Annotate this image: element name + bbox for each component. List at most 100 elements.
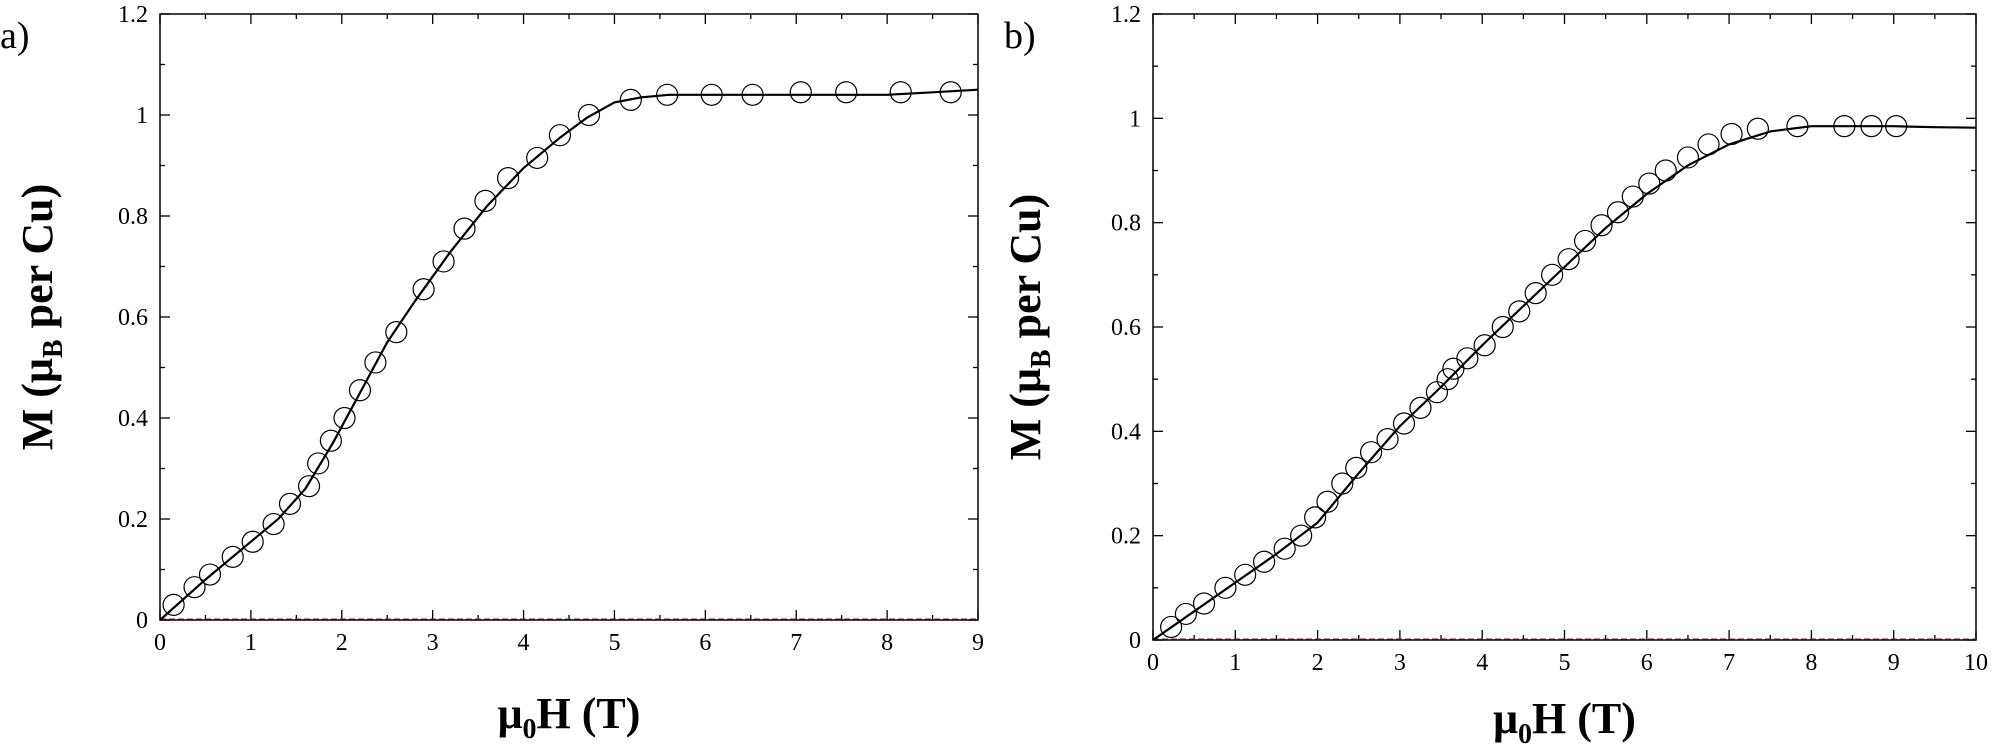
data-point — [526, 146, 549, 170]
data-point — [619, 88, 642, 111]
data-point — [1833, 115, 1856, 138]
data-point — [889, 81, 912, 104]
y-tick-label: 0.8 — [118, 204, 148, 230]
data-point — [577, 103, 601, 127]
data-point — [741, 83, 764, 106]
data-point — [1786, 115, 1809, 138]
data-point — [1345, 456, 1368, 479]
y-tick-label: 0.4 — [1111, 419, 1141, 445]
fit-curve — [159, 88, 979, 621]
data-point — [1409, 396, 1432, 419]
data-point — [1234, 563, 1257, 586]
panel-a: a) 0 1 2 3 4 5 6 7 8 9 0 0.2 0.4 0.6 0.8 1 1.2 μ0H (T) M (… — [0, 2, 984, 745]
x-tick-label: 3 — [1394, 650, 1406, 676]
x-tick-label: 5 — [1559, 650, 1571, 676]
data-point — [319, 429, 342, 452]
y-tick-label: 0 — [136, 608, 148, 634]
data-point — [474, 189, 497, 212]
data-point — [183, 576, 206, 599]
y-tick-label: 0.6 — [1111, 315, 1141, 341]
data-point — [432, 250, 455, 273]
data-point — [1473, 334, 1496, 357]
panel-a-label: a) — [0, 15, 30, 57]
data-point — [1638, 172, 1661, 195]
data-point — [1885, 115, 1908, 138]
y-tick-label: 0.6 — [118, 305, 148, 331]
data-point — [1508, 300, 1531, 323]
data-point — [1273, 537, 1296, 560]
data-point — [348, 379, 372, 402]
data-point — [1174, 602, 1198, 626]
y-tick-label: 1.2 — [118, 2, 148, 28]
data-point — [1331, 472, 1354, 495]
x-tick-label: 2 — [1312, 650, 1324, 676]
data-point — [1654, 159, 1677, 182]
data-point — [412, 278, 435, 301]
y-tick-label: 1 — [1129, 106, 1141, 132]
x-tick-label: 1 — [245, 630, 257, 656]
data-point — [221, 545, 244, 568]
data-point — [1491, 315, 1514, 339]
data-point — [198, 563, 222, 586]
data-point — [1524, 281, 1547, 305]
data-point — [385, 321, 408, 344]
data-point — [307, 452, 330, 475]
data-point — [939, 81, 962, 104]
y-axis-title: M (μB per Cu) — [1001, 194, 1057, 460]
x-tick-label: 1 — [1229, 650, 1241, 676]
data-point — [364, 351, 387, 374]
x-tick-label: 10 — [1964, 650, 1988, 676]
x-tick-label: 0 — [154, 630, 166, 656]
data-point — [1606, 201, 1630, 224]
data-point — [1557, 248, 1580, 271]
data-point — [278, 492, 302, 515]
data-point — [656, 83, 679, 106]
data-point — [297, 475, 321, 498]
x-axis-title: μ0H (T) — [498, 689, 641, 745]
y-tick-label: 0.2 — [118, 507, 148, 533]
data-point — [1290, 524, 1313, 547]
data-point — [700, 83, 723, 106]
data-point — [162, 593, 185, 616]
data-point — [1541, 263, 1564, 286]
x-tick-label: 7 — [1723, 650, 1735, 676]
x-tick-label: 5 — [608, 630, 620, 656]
data-point — [1697, 133, 1720, 156]
x-axis-title: μ0H (T) — [1493, 694, 1636, 750]
data-point — [1376, 428, 1399, 451]
data-point — [548, 124, 572, 147]
x-tick-label: 4 — [518, 630, 530, 656]
data-point — [1304, 506, 1327, 529]
y-tick-label: 0.2 — [1111, 524, 1141, 550]
data-point — [1253, 550, 1276, 573]
data-point — [1392, 412, 1416, 435]
x-tick-label: 3 — [427, 630, 439, 656]
data-point — [1456, 347, 1479, 370]
data-point — [1590, 214, 1613, 237]
x-tick-label: 6 — [699, 630, 711, 656]
data-point — [1160, 615, 1183, 639]
x-tick-label: 7 — [790, 630, 802, 656]
x-tick-label: 8 — [881, 630, 893, 656]
x-tick-label: 4 — [1476, 650, 1488, 676]
data-point — [835, 81, 858, 104]
x-tick-label: 6 — [1641, 650, 1653, 676]
x-tick-label: 9 — [972, 630, 984, 656]
y-tick-label: 0.8 — [1111, 211, 1141, 237]
y-tick-label: 0 — [1129, 628, 1141, 654]
data-point — [1192, 592, 1216, 615]
fit-curve — [1152, 125, 1977, 641]
data-point — [1720, 122, 1743, 146]
plot-frame — [1152, 13, 1977, 641]
data-point — [1214, 576, 1237, 599]
y-tick-label: 0.4 — [118, 406, 148, 432]
data-point — [1436, 368, 1459, 391]
data-point — [1316, 490, 1339, 513]
data-point — [453, 217, 476, 240]
data-point — [241, 530, 264, 553]
panel-b: b) 0 1 2 3 4 5 6 7 8 9 10 0 0.2 0.4 0.6 0.8 1 1.2 μ0H (T) M… — [1001, 2, 1988, 750]
data-point — [1746, 117, 1770, 140]
data-point — [1676, 146, 1700, 169]
data-point — [1573, 229, 1597, 253]
